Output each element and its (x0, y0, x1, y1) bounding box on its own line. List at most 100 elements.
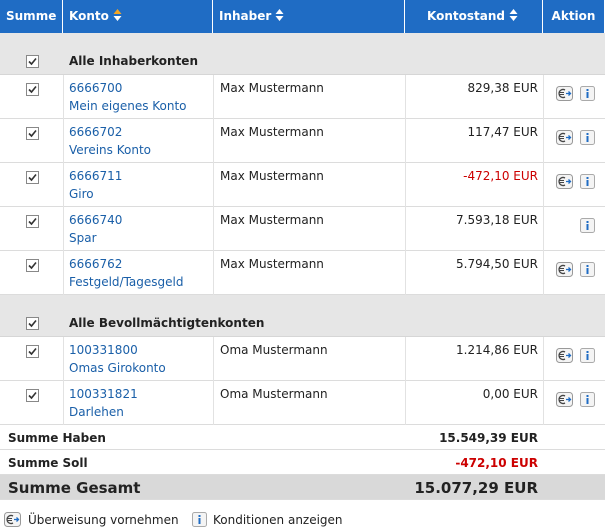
checkbox-icon (26, 171, 39, 184)
row-checkbox[interactable] (26, 171, 39, 184)
checkbox-icon (26, 389, 39, 402)
column-header: Aktion (543, 0, 605, 33)
cell-divider (543, 207, 544, 251)
row-checkbox[interactable] (26, 215, 39, 228)
account-number[interactable]: 100331800 (69, 343, 138, 357)
total-label: Summe Soll (8, 456, 88, 470)
column-header: Summe (0, 0, 63, 33)
transfer-button[interactable] (556, 262, 573, 277)
column-header[interactable]: Kontostand (405, 0, 543, 33)
account-name[interactable]: Omas Girokonto (69, 361, 166, 375)
column-header[interactable]: Inhaber (213, 0, 405, 33)
cell-divider (405, 381, 406, 425)
cell-divider (543, 75, 544, 119)
account-number[interactable]: 100331821 (69, 387, 138, 401)
legend-text: Konditionen anzeigen (213, 513, 343, 527)
info-button[interactable] (580, 262, 595, 277)
account-owner: Max Mustermann (220, 125, 324, 139)
info-icon (580, 130, 595, 145)
account-owner: Max Mustermann (220, 81, 324, 95)
row-checkbox[interactable] (26, 259, 39, 272)
info-button[interactable] (580, 174, 595, 189)
transfer-icon (556, 262, 573, 277)
info-button[interactable] (580, 86, 595, 101)
account-number[interactable]: 6666700 (69, 81, 123, 95)
legend-text: Überweisung vornehmen (28, 513, 179, 527)
account-name[interactable]: Vereins Konto (69, 143, 151, 157)
group-checkbox[interactable] (26, 317, 39, 330)
transfer-button[interactable] (556, 86, 573, 101)
row-checkbox[interactable] (26, 83, 39, 96)
cell-divider (405, 207, 406, 251)
group-label: Alle Inhaberkonten (69, 54, 198, 68)
cell-divider (63, 119, 64, 163)
info-icon (580, 86, 595, 101)
group-header (0, 295, 605, 337)
sort-toggle[interactable] (275, 9, 284, 25)
column-title: Aktion (551, 9, 596, 23)
group-header (0, 33, 605, 75)
cell-divider (543, 251, 544, 295)
total-label: Summe Gesamt (8, 479, 141, 497)
account-number[interactable]: 6666762 (69, 257, 123, 271)
sort-icon (509, 9, 518, 21)
transfer-icon (4, 512, 21, 527)
account-name[interactable]: Festgeld/Tagesgeld (69, 275, 184, 289)
info-icon (580, 392, 595, 407)
account-balance: 829,38 EUR (467, 81, 538, 95)
transfer-icon (556, 130, 573, 145)
transfer-button[interactable] (556, 392, 573, 407)
column-title: Summe (6, 9, 57, 23)
cell-divider (213, 119, 214, 163)
cell-divider (405, 337, 406, 381)
account-balance: 1.214,86 EUR (456, 343, 538, 357)
transfer-button[interactable] (556, 130, 573, 145)
checkbox-icon (26, 345, 39, 358)
account-name[interactable]: Darlehen (69, 405, 124, 419)
account-owner: Oma Mustermann (220, 343, 328, 357)
group-checkbox[interactable] (26, 55, 39, 68)
checkbox-icon (26, 259, 39, 272)
info-icon (580, 262, 595, 277)
account-number[interactable]: 6666702 (69, 125, 123, 139)
cell-divider (213, 207, 214, 251)
account-number[interactable]: 6666740 (69, 213, 123, 227)
account-number[interactable]: 6666711 (69, 169, 123, 183)
cell-divider (63, 251, 64, 295)
sort-toggle[interactable] (509, 9, 518, 25)
row-checkbox[interactable] (26, 389, 39, 402)
account-name[interactable]: Mein eigenes Konto (69, 99, 187, 113)
row-checkbox[interactable] (26, 127, 39, 140)
transfer-icon (556, 86, 573, 101)
cell-divider (63, 163, 64, 207)
info-button[interactable] (580, 348, 595, 363)
column-header[interactable]: Konto (63, 0, 213, 33)
row-checkbox[interactable] (26, 345, 39, 358)
transfer-button[interactable] (556, 174, 573, 189)
info-button[interactable] (580, 130, 595, 145)
info-icon (580, 218, 595, 233)
sort-toggle[interactable] (113, 9, 122, 25)
sort-icon (275, 9, 284, 21)
cell-divider (213, 251, 214, 295)
cell-divider (63, 207, 64, 251)
account-owner: Max Mustermann (220, 257, 324, 271)
group-label: Alle Bevollmächtigtenkonten (69, 316, 265, 330)
account-name[interactable]: Giro (69, 187, 94, 201)
account-balance: 5.794,50 EUR (456, 257, 538, 271)
account-row (0, 337, 605, 381)
total-row (0, 450, 605, 475)
account-owner: Max Mustermann (220, 213, 324, 227)
total-label: Summe Haben (8, 431, 106, 445)
account-name[interactable]: Spar (69, 231, 97, 245)
cell-divider (543, 381, 544, 425)
transfer-button[interactable] (556, 348, 573, 363)
checkbox-icon (26, 127, 39, 140)
cell-divider (543, 119, 544, 163)
cell-divider (213, 337, 214, 381)
info-button[interactable] (580, 218, 595, 233)
cell-divider (63, 381, 64, 425)
info-button[interactable] (580, 392, 595, 407)
transfer-icon (556, 348, 573, 363)
